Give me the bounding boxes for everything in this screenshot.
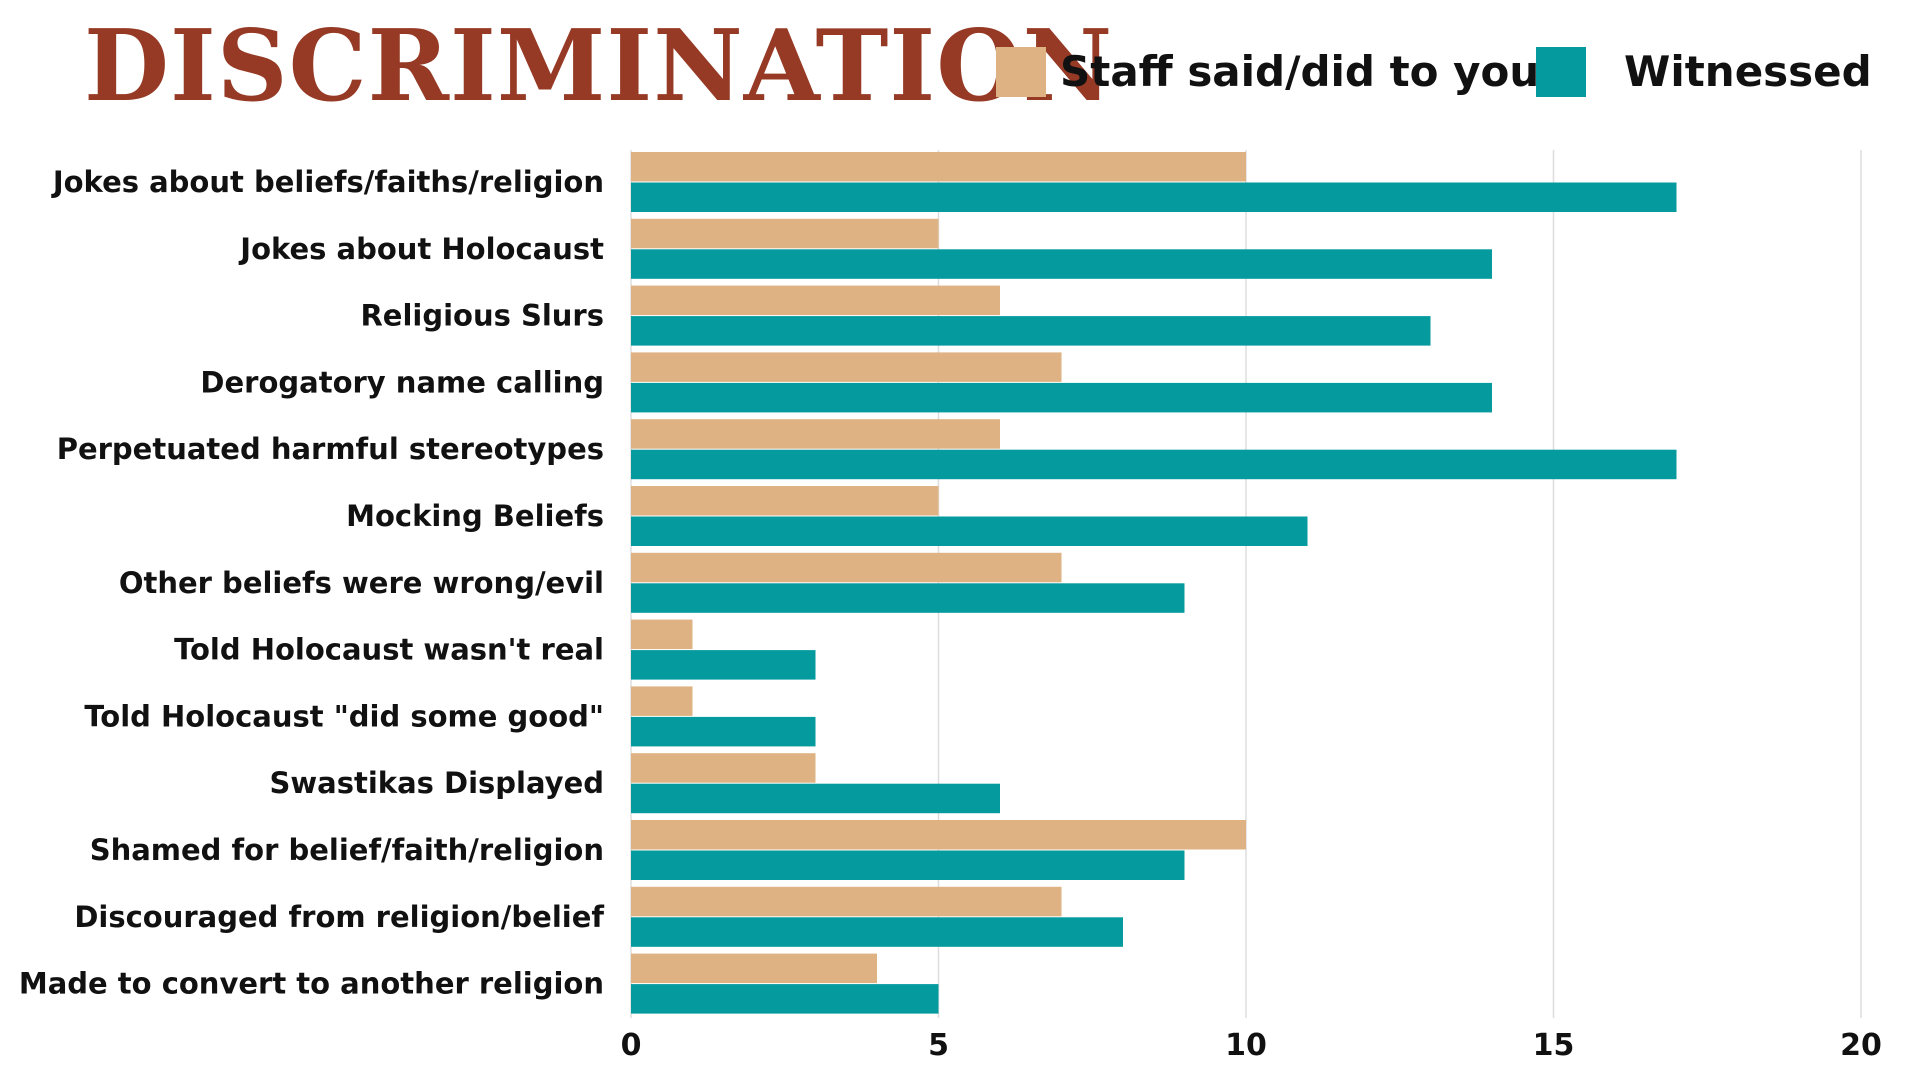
tick-label-5: 5 xyxy=(928,1028,949,1063)
category-label-2: Religious Slurs xyxy=(360,299,604,333)
category-label-4: Perpetuated harmful stereotypes xyxy=(57,432,604,466)
bar-staff-2 xyxy=(631,285,1000,316)
category-label-11: Discouraged from religion/belief xyxy=(74,900,604,934)
category-label-7: Told Holocaust wasn't real xyxy=(174,633,604,667)
tick-label-10: 10 xyxy=(1225,1028,1267,1063)
category-label-8: Told Holocaust "did some good" xyxy=(84,699,604,733)
bar-staff-5 xyxy=(631,486,939,516)
bar-staff-3 xyxy=(631,352,1062,382)
bar-witnessed-0 xyxy=(631,182,1677,212)
category-label-10: Shamed for belief/faith/religion xyxy=(90,833,604,867)
bar-staff-12 xyxy=(631,953,877,984)
bar-staff-7 xyxy=(631,619,693,650)
bar-staff-9 xyxy=(631,753,816,783)
category-label-5: Mocking Beliefs xyxy=(346,499,604,533)
category-label-6: Other beliefs were wrong/evil xyxy=(119,566,604,600)
category-label-3: Derogatory name calling xyxy=(200,365,604,399)
legend-swatch-witnessed xyxy=(1536,47,1586,97)
bar-witnessed-8 xyxy=(631,716,816,747)
legend-label-witnessed: Witnessed xyxy=(1624,47,1872,96)
bar-witnessed-12 xyxy=(631,984,939,1014)
bar-staff-11 xyxy=(631,886,1062,917)
bar-witnessed-5 xyxy=(631,516,1308,546)
legend-label-staff: Staff said/did to you xyxy=(1060,47,1540,96)
bar-witnessed-3 xyxy=(631,382,1492,413)
bar-witnessed-9 xyxy=(631,783,1000,814)
bar-witnessed-10 xyxy=(631,850,1185,880)
bar-staff-10 xyxy=(631,820,1246,850)
category-label-1: Jokes about Holocaust xyxy=(238,232,604,266)
bar-witnessed-7 xyxy=(631,650,816,680)
tick-label-0: 0 xyxy=(621,1028,642,1063)
bar-staff-6 xyxy=(631,552,1062,583)
bar-witnessed-2 xyxy=(631,316,1431,346)
category-label-9: Swastikas Displayed xyxy=(269,766,604,800)
tick-label-20: 20 xyxy=(1840,1028,1882,1063)
tick-label-15: 15 xyxy=(1533,1028,1575,1063)
bar-staff-0 xyxy=(631,152,1246,182)
bar-staff-1 xyxy=(631,218,939,249)
bar-witnessed-11 xyxy=(631,917,1123,947)
category-label-0: Jokes about beliefs/faiths/religion xyxy=(51,165,604,199)
chart-title: DISCRIMINATION xyxy=(84,9,1114,124)
bar-staff-8 xyxy=(631,686,693,716)
bar-witnessed-6 xyxy=(631,583,1185,613)
bar-witnessed-1 xyxy=(631,249,1492,279)
legend-swatch-staff xyxy=(996,47,1046,97)
category-label-12: Made to convert to another religion xyxy=(19,967,604,1001)
bar-staff-4 xyxy=(631,419,1000,449)
bar-witnessed-4 xyxy=(631,449,1677,480)
